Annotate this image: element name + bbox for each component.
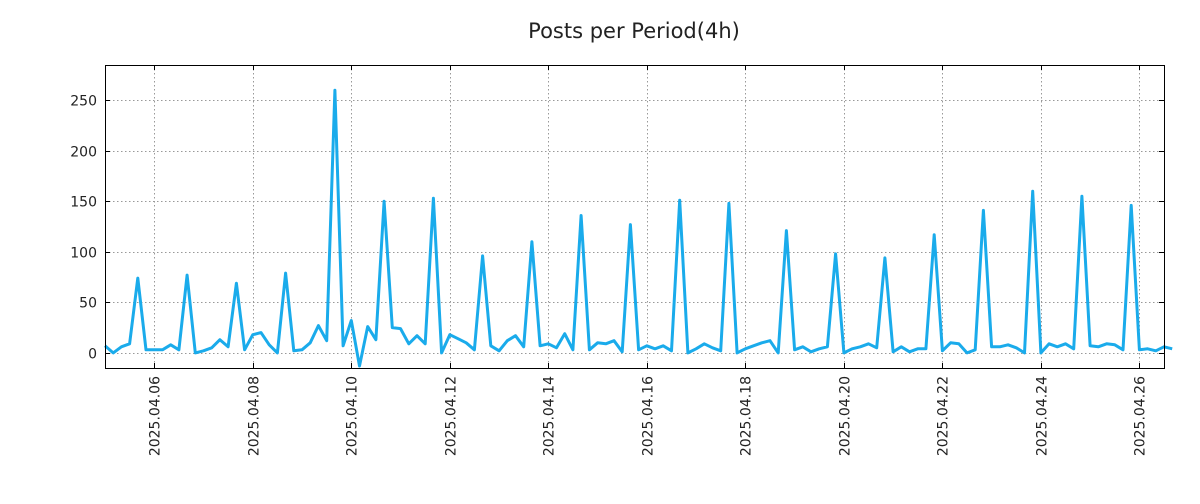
y-tick-label: 0 (88, 347, 97, 363)
plot-frame (105, 65, 1165, 369)
chart-title: Posts per Period(4h) (528, 19, 740, 43)
axes: 0 50 100 150 200 250 2025.04.06 2025.04.08 2025.… (70, 65, 1164, 456)
y-tick-label: 150 (70, 195, 97, 211)
x-tick-label: 2025.04.14 (542, 376, 558, 456)
series-line-posts (104, 88, 1173, 368)
grid (105, 65, 1164, 368)
series-layer (104, 88, 1173, 368)
x-tick-label: 2025.04.26 (1133, 376, 1149, 456)
y-tick-label: 50 (79, 296, 97, 312)
x-tick-label: 2025.04.16 (641, 376, 657, 456)
x-tick-label: 2025.04.22 (936, 376, 952, 456)
x-tick-label: 2025.04.08 (247, 376, 263, 456)
y-tick-label: 200 (70, 145, 97, 161)
y-tick-label: 250 (70, 94, 97, 110)
x-tick-label: 2025.04.12 (444, 376, 460, 456)
x-tick-label: 2025.04.06 (148, 376, 164, 456)
y-tick-label: 100 (70, 246, 97, 262)
x-tick-label: 2025.04.18 (739, 376, 755, 456)
x-tick-label: 2025.04.10 (345, 376, 361, 456)
x-tick-label: 2025.04.24 (1035, 376, 1051, 456)
x-tick-label: 2025.04.20 (838, 376, 854, 456)
